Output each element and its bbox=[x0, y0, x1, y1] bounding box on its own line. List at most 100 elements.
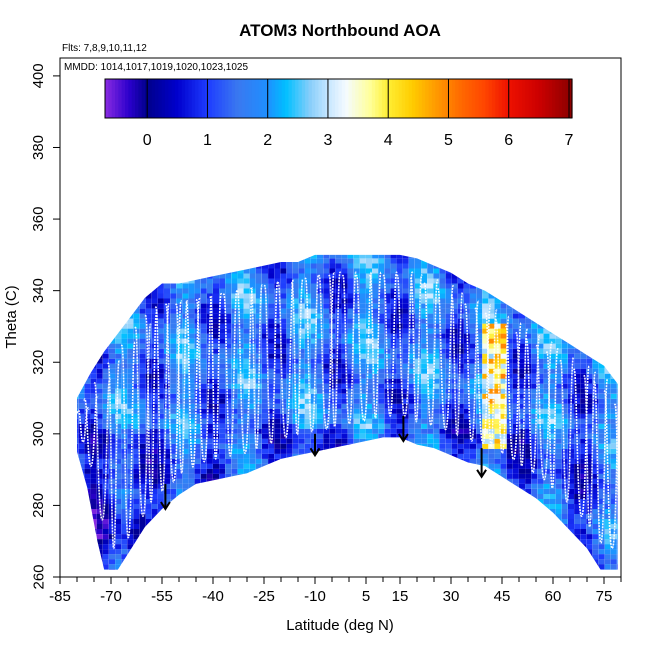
heat-cell bbox=[90, 278, 97, 284]
heat-cell bbox=[84, 398, 91, 404]
heat-cell bbox=[372, 453, 379, 459]
heat-cell bbox=[427, 529, 434, 534]
heat-cell bbox=[60, 444, 66, 449]
heat-cell bbox=[402, 453, 409, 459]
heat-cell bbox=[213, 579, 219, 584]
heat-cell bbox=[280, 453, 287, 459]
heat-cell bbox=[60, 344, 66, 349]
heat-cell bbox=[310, 328, 317, 334]
heat-cell bbox=[359, 443, 366, 449]
heat-cell bbox=[347, 473, 354, 479]
heat-cell bbox=[200, 408, 207, 414]
heat-cell bbox=[415, 438, 421, 444]
heat-cell bbox=[121, 318, 128, 324]
heat-cell bbox=[213, 438, 219, 444]
heat-cell bbox=[127, 368, 134, 374]
heat-cell bbox=[470, 338, 476, 344]
heat-cell bbox=[274, 499, 281, 504]
heat-cell bbox=[237, 468, 244, 474]
heat-cell bbox=[102, 458, 109, 464]
heat-cell bbox=[402, 268, 409, 274]
heat-cell bbox=[151, 549, 158, 555]
heat-cell bbox=[366, 433, 372, 439]
heat-cell bbox=[255, 313, 262, 319]
heat-cell bbox=[310, 273, 317, 279]
heat-cell bbox=[463, 323, 470, 329]
heat-cell bbox=[200, 549, 207, 555]
heat-cell bbox=[194, 489, 201, 494]
heat-cell bbox=[476, 323, 483, 329]
heat-cell bbox=[66, 499, 72, 504]
heat-cell bbox=[90, 263, 97, 269]
heat-cell bbox=[274, 313, 281, 319]
heat-cell bbox=[280, 343, 287, 349]
heat-cell bbox=[470, 308, 476, 314]
heat-cell bbox=[335, 478, 342, 484]
heat-cell bbox=[470, 378, 476, 384]
heat-cell bbox=[445, 489, 452, 494]
heat-cell bbox=[60, 299, 66, 304]
heat-cell bbox=[421, 468, 428, 474]
heat-cell bbox=[243, 313, 250, 319]
heat-cell bbox=[506, 443, 513, 449]
heat-cell bbox=[500, 328, 507, 334]
heat-cell bbox=[372, 393, 379, 399]
heat-cell bbox=[494, 418, 501, 424]
heat-cell bbox=[427, 403, 434, 409]
heat-cell bbox=[298, 468, 305, 474]
heat-cell bbox=[170, 569, 177, 570]
heat-cell bbox=[188, 308, 195, 314]
heat-cell bbox=[151, 268, 158, 274]
heat-cell bbox=[139, 499, 146, 504]
heat-cell bbox=[152, 579, 158, 584]
heat-cell bbox=[194, 494, 201, 499]
heat-cell bbox=[84, 499, 91, 504]
heat-cell bbox=[457, 273, 464, 279]
heat-cell bbox=[451, 438, 458, 444]
heat-cell bbox=[408, 423, 415, 429]
heat-cell bbox=[151, 458, 158, 464]
heat-cell bbox=[366, 353, 372, 359]
heat-cell bbox=[90, 313, 97, 319]
heat-cell bbox=[304, 263, 311, 269]
heat-cell bbox=[90, 333, 97, 339]
heat-cell bbox=[415, 348, 421, 354]
heat-cell bbox=[157, 383, 164, 389]
heat-cell bbox=[451, 549, 458, 555]
heat-cell bbox=[298, 463, 305, 469]
heat-cell bbox=[200, 473, 207, 479]
heat-cell bbox=[157, 473, 164, 479]
heat-cell bbox=[206, 413, 213, 419]
heat-cell bbox=[66, 374, 72, 379]
heat-cell bbox=[84, 268, 91, 274]
heat-cell bbox=[402, 258, 409, 264]
heat-cell bbox=[445, 418, 452, 424]
heat-cell bbox=[176, 288, 183, 294]
heat-cell bbox=[390, 263, 397, 269]
heat-cell bbox=[506, 494, 513, 499]
heat-cell bbox=[188, 303, 195, 309]
heat-cell bbox=[96, 358, 103, 364]
heat-cell bbox=[60, 324, 66, 329]
heat-cell bbox=[500, 539, 507, 545]
heat-cell bbox=[292, 504, 299, 509]
heat-cell bbox=[408, 254, 415, 259]
heat-cell bbox=[231, 278, 238, 284]
heat-cell bbox=[231, 438, 238, 444]
heat-cell bbox=[60, 269, 66, 274]
heat-cell bbox=[213, 388, 219, 394]
heat-cell bbox=[90, 499, 97, 504]
heat-cell bbox=[127, 463, 134, 469]
heat-cell bbox=[408, 524, 415, 529]
heat-cell bbox=[77, 263, 79, 269]
heat-cell bbox=[96, 283, 103, 289]
heat-cell bbox=[488, 313, 495, 319]
heat-cell bbox=[60, 519, 66, 524]
heat-cell bbox=[360, 579, 366, 584]
heat-cell bbox=[139, 524, 146, 529]
heat-cell bbox=[402, 519, 409, 524]
heat-cell bbox=[476, 478, 483, 484]
heat-cell bbox=[353, 504, 360, 509]
heat-cell bbox=[335, 388, 342, 394]
heat-cell bbox=[115, 343, 122, 349]
